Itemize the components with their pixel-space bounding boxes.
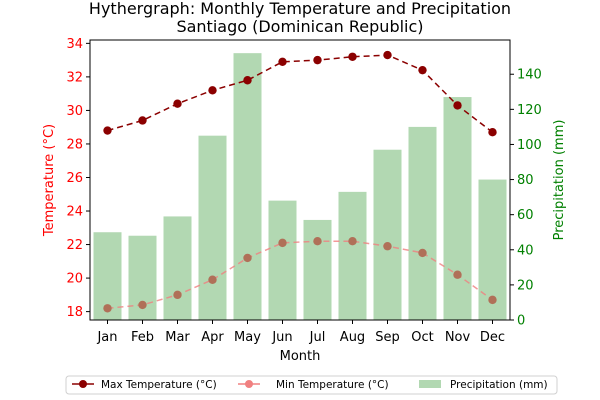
y-left-tick-label: 22 (66, 238, 83, 253)
legend-max-label: Max Temperature (°C) (101, 379, 217, 391)
min-temp-line (107, 240, 493, 310)
x-tick-label: Jun (271, 330, 292, 345)
max-temp-point-may (243, 76, 252, 85)
y-left-tick-label: 34 (66, 37, 83, 52)
x-tick-label: Oct (411, 330, 433, 345)
max-temp-point-feb (138, 116, 147, 125)
x-tick-label: Aug (340, 330, 365, 345)
y-right-tick-label: 140 (517, 68, 542, 83)
min-temp-point-sep (383, 242, 392, 251)
x-tick-label: Nov (445, 330, 471, 345)
x-tick-label: Apr (201, 330, 224, 345)
min-temp-point-feb (138, 300, 147, 310)
max-temp-point-jul (313, 55, 322, 65)
min-temp-point-jan (103, 304, 112, 313)
y-right-tick-label: 120 (517, 103, 542, 118)
y-left-tick-label: 26 (66, 171, 83, 186)
x-axis: Jan Feb Mar Apr May Jun Jul Aug Sep Oct Nov Dec (96, 320, 505, 345)
y-axis-left: 18 20 22 24 26 28 30 32 34 (66, 37, 90, 320)
max-temp-point-jun (278, 57, 287, 66)
precip-bar-nov (443, 97, 472, 321)
precip-bar-oct (408, 126, 437, 321)
max-temp-point-mar (173, 99, 182, 108)
chart-title-line2: Santiago (Dominican Republic) (176, 17, 423, 36)
y-right-tick-label: 40 (517, 243, 534, 258)
min-temp-point-mar (173, 290, 182, 300)
precip-bar-sep (373, 149, 402, 320)
legend: Max Temperature (°C) Min Temperature (°C… (65, 375, 558, 395)
x-tick-label: Jan (96, 330, 117, 345)
y-left-tick-label: 20 (66, 272, 83, 287)
precip-bar-may (233, 53, 262, 321)
y-left-tick-label: 28 (66, 137, 83, 152)
precip-bar-mar (163, 216, 192, 320)
max-temp-point-apr (208, 86, 217, 95)
min-temp-point-aug (348, 236, 357, 246)
y-left-tick-label: 32 (66, 70, 83, 85)
y-left-tick-label: 24 (66, 205, 83, 220)
x-tick-label: Jul (309, 330, 326, 345)
chart-title-line1: Hythergraph: Monthly Temperature and Pre… (89, 0, 511, 18)
precip-bar-apr (198, 135, 227, 320)
legend-min-marker (245, 380, 253, 388)
max-temp-point-jan (103, 126, 112, 135)
legend-max-marker (79, 380, 87, 388)
precip-bar-aug (338, 191, 367, 320)
precip-bar-jun (268, 200, 297, 320)
x-tick-label: Dec (480, 330, 505, 345)
y-axis-left-label: Temperature (°C) (42, 124, 57, 237)
y-right-tick-label: 60 (517, 208, 534, 223)
x-tick-label: Sep (375, 330, 400, 345)
precip-bar-jul (303, 219, 332, 320)
y-right-tick-label: 80 (517, 173, 534, 188)
x-axis-label: Month (280, 349, 321, 364)
legend-precip-label: Precipitation (mm) (450, 379, 548, 391)
y-axis-right: 0 20 40 60 80 100 120 140 (510, 68, 542, 329)
y-right-tick-label: 20 (517, 278, 534, 293)
legend-precip-swatch (419, 380, 441, 388)
max-temp-point-aug (348, 52, 357, 61)
x-tick-label: May (234, 330, 261, 345)
temperature-lines (103, 50, 497, 313)
min-temp-point-jun (278, 238, 287, 248)
max-temp-point-nov (453, 101, 462, 110)
y-right-tick-label: 0 (517, 314, 525, 329)
x-tick-label: Feb (131, 330, 154, 345)
min-temp-point-dec (488, 295, 497, 305)
y-left-tick-label: 18 (66, 305, 83, 320)
min-temp-point-nov (453, 270, 462, 279)
precipitation-bars (93, 53, 507, 321)
min-temp-point-oct (418, 248, 427, 258)
y-right-tick-label: 100 (517, 138, 542, 153)
legend-min-label: Min Temperature (°C) (276, 379, 389, 391)
x-tick-label: Mar (165, 330, 190, 345)
min-temp-point-apr (208, 275, 217, 284)
y-left-tick-label: 30 (66, 104, 83, 119)
min-temp-point-jul (313, 236, 322, 246)
min-temp-point-may (243, 253, 252, 263)
max-temp-point-sep (383, 50, 392, 60)
max-temp-line (107, 54, 493, 133)
max-temp-point-dec (488, 128, 497, 137)
max-temp-point-oct (418, 65, 427, 75)
y-axis-right-label: Precipitation (mm) (552, 120, 567, 241)
